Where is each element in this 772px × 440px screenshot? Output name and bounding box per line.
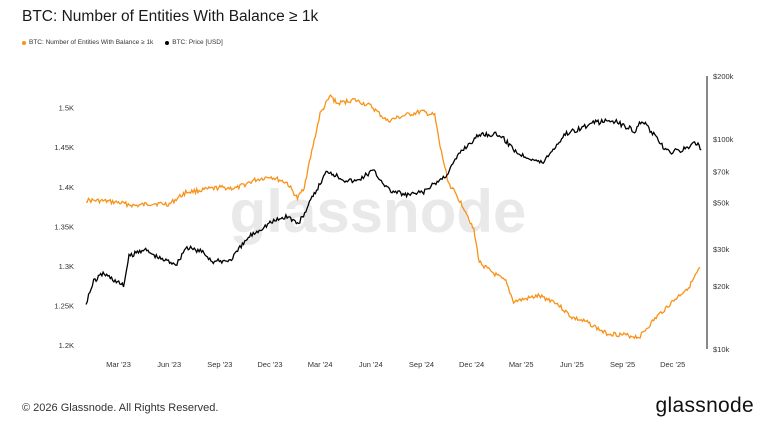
right-y-tick-label: $100k [713, 135, 734, 144]
copyright-text: © 2026 Glassnode. All Rights Reserved. [22, 402, 219, 414]
watermark-text: glassnode [230, 178, 527, 245]
right-y-tick-label: $200k [713, 72, 734, 81]
black-dot-icon [165, 40, 170, 45]
right-y-tick-label: $50k [713, 198, 730, 207]
orange-dot-icon [22, 40, 26, 45]
series-price-line [85, 117, 702, 305]
x-tick-label: Dec '24 [459, 360, 484, 369]
x-tick-label: Mar '23 [106, 360, 131, 369]
left-y-tick-label: 1.4K [59, 183, 74, 192]
left-y-tick-label: 1.2K [59, 341, 74, 350]
right-y-tick-label: $20k [713, 282, 730, 291]
right-y-tick-label: $30k [713, 245, 730, 254]
x-tick-label: Jun '23 [157, 360, 181, 369]
left-y-tick-label: 1.25K [54, 301, 74, 310]
left-y-tick-label: 1.35K [54, 222, 74, 231]
x-tick-label: Sep '23 [207, 360, 232, 369]
glassnode-logo[interactable]: glassnode [655, 394, 754, 417]
x-tick-label: Jun '24 [359, 360, 383, 369]
right-y-tick-label: $70k [713, 168, 730, 177]
chart-title: BTC: Number of Entities With Balance ≥ 1… [22, 8, 319, 25]
x-tick-label: Dec '23 [257, 360, 282, 369]
left-y-tick-label: 1.5K [59, 104, 74, 113]
left-y-tick-label: 1.45K [54, 143, 74, 152]
series-entities-line [85, 93, 701, 340]
x-tick-label: Mar '25 [509, 360, 534, 369]
legend-item-price[interactable]: BTC: Price [USD] [165, 39, 223, 46]
legend-label-price: BTC: Price [USD] [172, 39, 223, 46]
legend-item-entities[interactable]: BTC: Number of Entities With Balance ≥ 1… [22, 39, 153, 46]
legend-label-entities: BTC: Number of Entities With Balance ≥ 1… [29, 39, 154, 46]
x-tick-label: Dec '25 [660, 360, 685, 369]
x-tick-label: Mar '24 [308, 360, 333, 369]
chart-legend: BTC: Number of Entities With Balance ≥ 1… [22, 39, 223, 46]
left-y-tick-label: 1.3K [59, 262, 74, 271]
x-tick-label: Jun '25 [560, 360, 584, 369]
x-tick-label: Sep '25 [610, 360, 635, 369]
right-y-tick-label: $10k [713, 345, 730, 354]
x-tick-label: Sep '24 [409, 360, 434, 369]
